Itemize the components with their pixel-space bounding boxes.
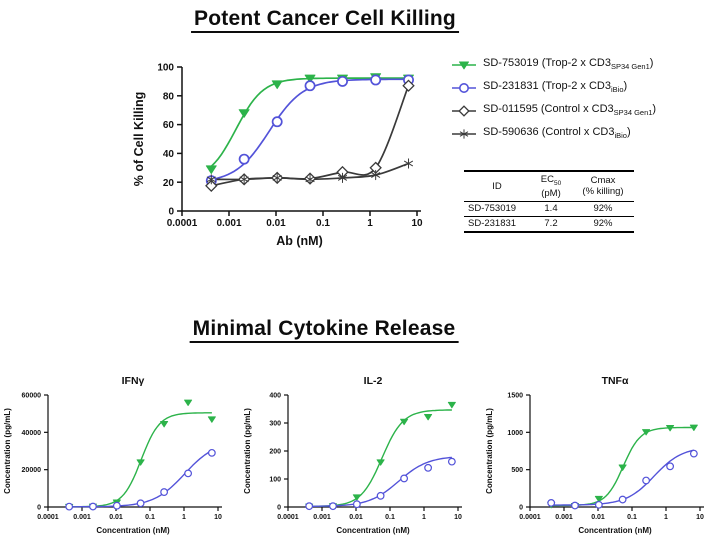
svg-text:0.001: 0.001 [73, 514, 91, 521]
table-row: SD-231831 7.2 92% [464, 216, 634, 233]
svg-text:40: 40 [163, 149, 175, 160]
svg-text:Concentration (pg/mL): Concentration (pg/mL) [485, 408, 494, 494]
legend-label: SD-011595 (Control x CD3SP34 Gen1) [483, 103, 657, 118]
svg-text:1: 1 [182, 514, 186, 521]
legend-item-sd011595: SD-011595 (Control x CD3SP34 Gen1) [450, 103, 656, 118]
table-cell-ec50: 7.2 [544, 218, 558, 230]
svg-text:1: 1 [367, 218, 373, 229]
svg-text:Concentration (pg/mL): Concentration (pg/mL) [243, 408, 252, 494]
svg-text:Concentration (nM): Concentration (nM) [96, 526, 170, 535]
legend-label: SD-753019 (Trop-2 x CD3SP34 Gen1) [483, 57, 654, 72]
svg-text:100: 100 [157, 63, 174, 74]
svg-text:0.1: 0.1 [316, 218, 330, 229]
svg-text:Concentration (nM): Concentration (nM) [336, 526, 410, 535]
svg-text:% of Cell Killing: % of Cell Killing [132, 92, 146, 186]
svg-text:0.0001: 0.0001 [37, 514, 59, 521]
svg-text:20: 20 [163, 178, 175, 189]
section-title-cytokine-wrap: Minimal Cytokine Release [189, 317, 459, 343]
table-header-row: ID EC50 (pM) Cmax (% killing) [464, 171, 634, 202]
svg-text:1: 1 [422, 514, 426, 521]
svg-text:10: 10 [214, 514, 222, 521]
svg-text:Ab (nM): Ab (nM) [276, 234, 323, 248]
svg-text:0.0001: 0.0001 [519, 514, 541, 521]
svg-text:0.01: 0.01 [591, 514, 605, 521]
svg-text:1000: 1000 [507, 430, 523, 437]
svg-text:IL-2: IL-2 [364, 375, 383, 387]
svg-text:1: 1 [664, 514, 668, 521]
svg-text:0.1: 0.1 [627, 514, 637, 521]
table-cell-id: SD-753019 [468, 203, 517, 215]
svg-text:20000: 20000 [22, 467, 42, 474]
svg-text:10: 10 [454, 514, 462, 521]
svg-text:500: 500 [511, 467, 523, 474]
svg-text:80: 80 [163, 91, 175, 102]
section-title-cell-killing: Potent Cancer Cell Killing [191, 7, 459, 33]
svg-text:0.1: 0.1 [145, 514, 155, 521]
svg-text:Concentration (pg/mL): Concentration (pg/mL) [3, 408, 12, 494]
svg-text:10: 10 [696, 514, 704, 521]
svg-text:0.01: 0.01 [109, 514, 123, 521]
chart-legend: SD-753019 (Trop-2 x CD3SP34 Gen1) SD-231… [450, 57, 656, 141]
svg-text:60000: 60000 [22, 393, 42, 400]
ifng-chart: 0.0001 0.001 0.01 0.1 1 10 0 20000 40000 60000 Con… [3, 375, 222, 535]
diamond-marker-icon [452, 104, 476, 117]
table-cell-id: SD-231831 [468, 218, 517, 230]
svg-text:200: 200 [269, 449, 281, 456]
table-cell-cmax: 92% [593, 203, 613, 215]
triangle-down-marker-icon [452, 60, 476, 69]
svg-text:IFNγ: IFNγ [122, 375, 145, 387]
tnfa-chart: 0.0001 0.001 0.01 0.1 1 10 0 500 1000 1500 Concent… [485, 375, 704, 535]
svg-text:TNFα: TNFα [602, 375, 629, 387]
svg-text:0.01: 0.01 [266, 218, 286, 229]
svg-text:0.001: 0.001 [313, 514, 331, 521]
star-marker-icon [452, 128, 476, 139]
section-title-cytokine: Minimal Cytokine Release [189, 317, 459, 343]
svg-text:0.0001: 0.0001 [277, 514, 299, 521]
table-cell-ec50: 1.4 [544, 203, 558, 215]
legend-item-sd753019: SD-753019 (Trop-2 x CD3SP34 Gen1) [450, 57, 656, 72]
svg-text:0.0001: 0.0001 [167, 218, 198, 229]
svg-text:Concentration (nM): Concentration (nM) [578, 526, 652, 535]
svg-text:400: 400 [269, 393, 281, 400]
svg-text:0: 0 [519, 505, 523, 512]
svg-text:60: 60 [163, 120, 175, 131]
table-cell-cmax: 92% [593, 218, 613, 230]
svg-text:0.01: 0.01 [349, 514, 363, 521]
legend-label: SD-590636 (Control x CD3iBio) [483, 126, 631, 141]
svg-text:0: 0 [168, 207, 174, 218]
il2-chart: 0.0001 0.001 0.01 0.1 1 100100200300400Concen… [243, 375, 462, 535]
table-header-cmax: Cmax (% killing) [582, 175, 624, 198]
legend-item-sd231831: SD-231831 (Trop-2 x CD3iBio) [450, 80, 656, 95]
svg-text:1500: 1500 [507, 393, 523, 400]
legend-item-sd590636: SD-590636 (Control x CD3iBio) [450, 126, 656, 141]
svg-text:300: 300 [269, 421, 281, 428]
svg-text:10: 10 [411, 218, 423, 229]
svg-text:0.1: 0.1 [385, 514, 395, 521]
table-header-ec50: EC50 (pM) [540, 174, 562, 199]
svg-text:0.001: 0.001 [555, 514, 573, 521]
table-header-id: ID [492, 180, 502, 192]
table-row: SD-753019 1.4 92% [464, 201, 634, 217]
svg-text:0: 0 [277, 505, 281, 512]
svg-text:0.001: 0.001 [216, 218, 241, 229]
section-title-cell-killing-wrap: Potent Cancer Cell Killing [191, 7, 459, 33]
svg-text:0: 0 [37, 505, 41, 512]
circle-marker-icon [452, 82, 476, 93]
legend-label: SD-231831 (Trop-2 x CD3iBio) [483, 80, 628, 95]
svg-text:100: 100 [269, 477, 281, 484]
ec50-table: ID EC50 (pM) Cmax (% killing) SD-753019 … [464, 170, 634, 233]
svg-text:40000: 40000 [22, 430, 42, 437]
